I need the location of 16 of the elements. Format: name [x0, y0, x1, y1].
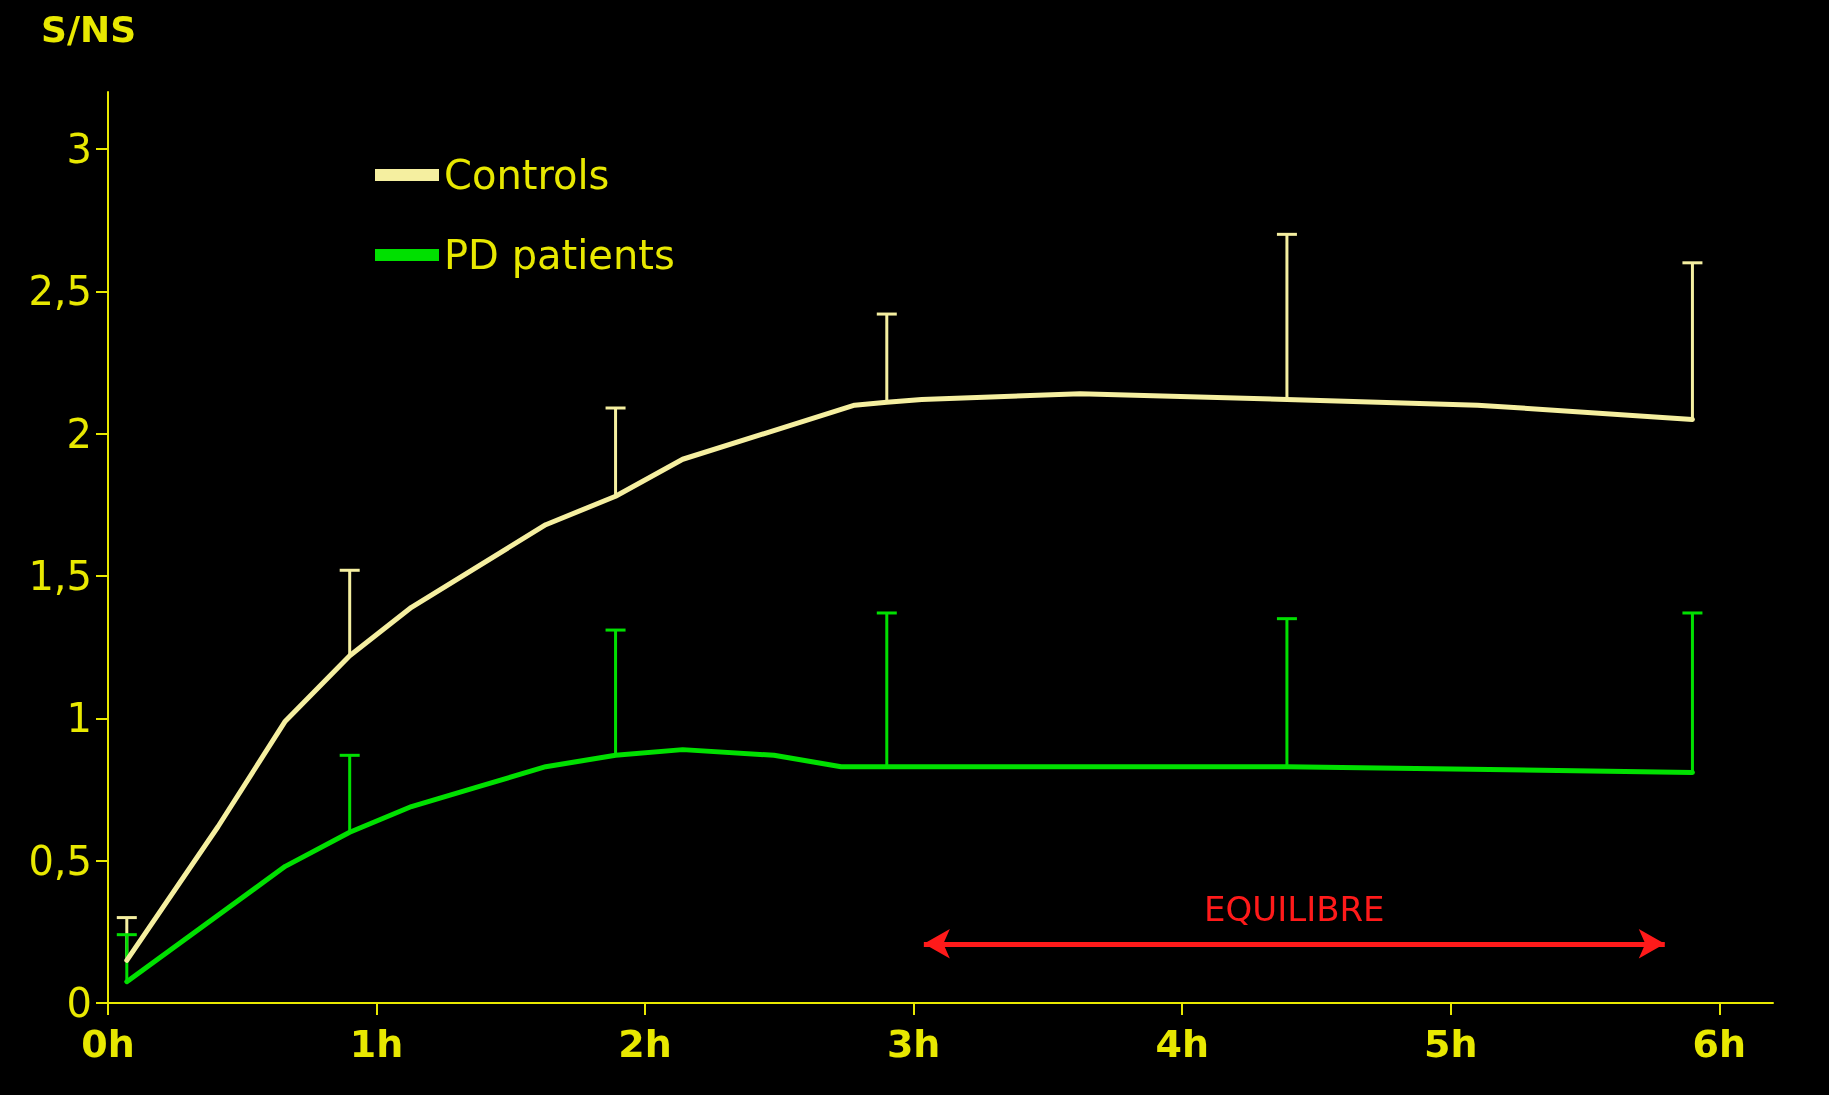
annotation: EQUILIBRE [1204, 888, 1385, 929]
x-tick-label: 3h [886, 1022, 941, 1066]
y-tick-label: 2 [66, 410, 92, 457]
y-tick-label: 3 [66, 125, 92, 172]
legend-label: Controls [444, 152, 610, 198]
y-tick-label: 0,5 [28, 837, 92, 884]
x-tick-label: 5h [1423, 1022, 1478, 1066]
x-tick-label: 4h [1155, 1022, 1209, 1066]
y-axis-title: S/NS [41, 8, 137, 50]
y-tick-label: 1 [66, 695, 92, 742]
legend-label: PD patients [444, 232, 675, 278]
y-tick-label: 1,5 [28, 552, 92, 599]
x-tick-label: 6h [1692, 1022, 1747, 1066]
x-tick-label: 2h [618, 1022, 672, 1066]
y-tick-label: 2,5 [28, 268, 92, 315]
x-tick-label: 1h [349, 1022, 404, 1066]
